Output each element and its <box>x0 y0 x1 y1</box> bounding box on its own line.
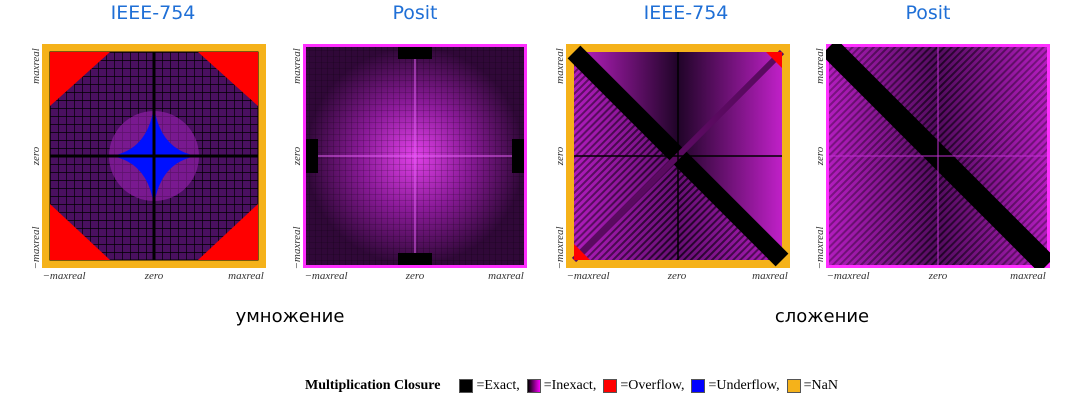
x-axis-mid-label: zero <box>144 270 164 282</box>
legend-label-exact: =Exact, <box>476 378 520 393</box>
y-axis-max-label: maxreal <box>30 48 42 84</box>
x-axis-mid-label: zero <box>928 270 948 282</box>
plot-title-ieee-mult: IEEE-754 <box>110 2 196 24</box>
legend-title: Multiplication Closure <box>305 378 441 393</box>
legend-swatch-inexact <box>526 379 541 393</box>
x-axis-max-label: maxreal <box>1010 270 1046 282</box>
plot-title-posit-mult: Posit <box>392 2 438 24</box>
x-axis-min-label: −maxreal <box>566 270 610 282</box>
x-axis-min-label: −maxreal <box>304 270 348 282</box>
legend-label-overflow: =Overflow, <box>620 378 685 393</box>
y-axis-mid-label: zero <box>30 146 42 166</box>
caption-addition: сложение <box>774 306 870 327</box>
plot-title-ieee-add: IEEE-754 <box>643 2 729 24</box>
y-axis-max-label: maxreal <box>554 48 566 84</box>
legend-label-inexact: =Inexact, <box>543 378 597 393</box>
y-axis-min-label: −maxreal <box>814 226 826 270</box>
posit-addition-plot <box>826 44 1050 268</box>
posit-multiplication-plot <box>303 44 527 268</box>
y-axis-mid-label: zero <box>291 146 303 166</box>
y-axis-max-label: maxreal <box>291 48 303 84</box>
x-axis-min-label: −maxreal <box>826 270 870 282</box>
legend-swatch-overflow <box>603 379 618 393</box>
legend-swatch-nan <box>786 379 801 393</box>
x-axis-min-label: −maxreal <box>42 270 86 282</box>
legend-swatch-underflow <box>691 379 706 393</box>
y-axis-min-label: −maxreal <box>30 226 42 270</box>
legend-label-underflow: =Underflow, <box>708 378 780 393</box>
legend-swatch-exact <box>459 379 474 393</box>
legend: Multiplication Closure =Exact, =Inexact,… <box>305 378 838 394</box>
legend-label-nan: =NaN <box>803 378 838 393</box>
y-axis-max-label: maxreal <box>814 48 826 84</box>
y-axis-min-label: −maxreal <box>554 226 566 270</box>
x-axis-mid-label: zero <box>667 270 687 282</box>
ieee-addition-plot <box>566 44 790 268</box>
x-axis-max-label: maxreal <box>488 270 524 282</box>
x-axis-max-label: maxreal <box>228 270 264 282</box>
y-axis-mid-label: zero <box>554 146 566 166</box>
plot-title-posit-add: Posit <box>905 2 951 24</box>
caption-multiplication: умножение <box>235 306 345 327</box>
ieee-multiplication-plot <box>42 44 266 268</box>
x-axis-max-label: maxreal <box>752 270 788 282</box>
x-axis-mid-label: zero <box>405 270 425 282</box>
y-axis-mid-label: zero <box>814 146 826 166</box>
y-axis-min-label: −maxreal <box>291 226 303 270</box>
